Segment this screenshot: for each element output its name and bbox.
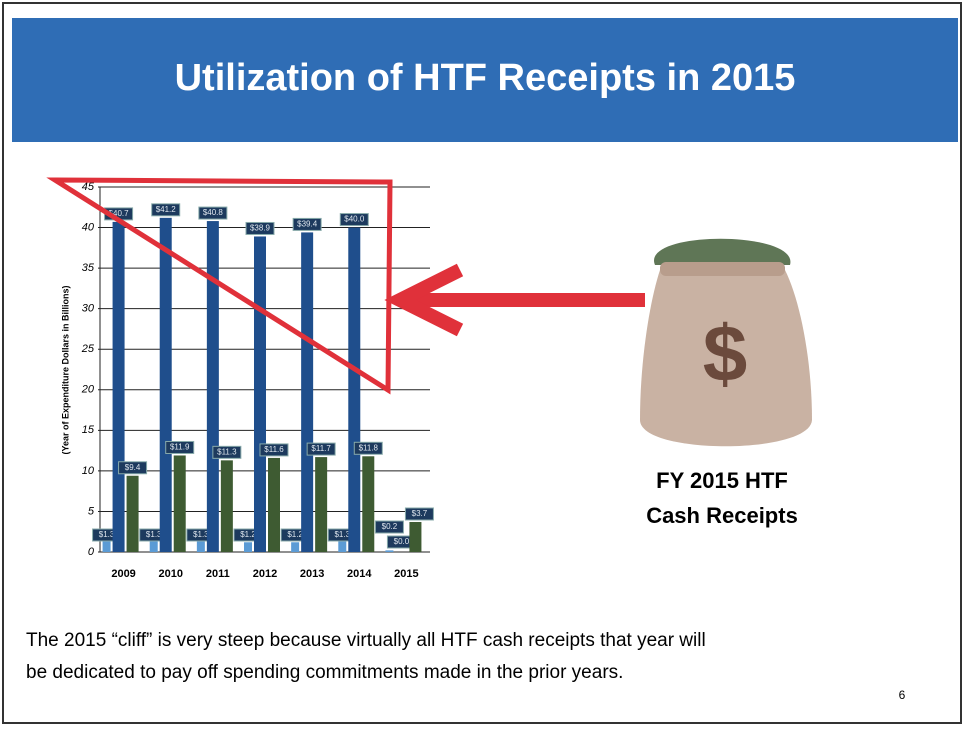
x-tick-label: 2013 [300,568,324,580]
value-label-box [151,203,181,217]
bar [126,475,139,552]
value-label-box [165,440,195,454]
value-label-box [404,507,434,521]
y-tick-label: 5 [88,505,95,517]
x-tick-label: 2014 [347,568,372,580]
bar [112,221,125,552]
y-tick-label: 35 [82,262,95,274]
value-label-box [292,217,322,231]
bar [362,456,375,552]
bag-label: Cash Receipts [646,503,798,528]
bar [244,542,252,552]
value-label: $38.9 [250,224,271,233]
value-label: $1.3 [193,530,209,539]
x-tick-label: 2012 [253,568,277,580]
x-tick-label: 2010 [158,568,182,580]
value-label: $11.8 [359,443,379,452]
value-label: $40.0 [344,215,365,224]
caption: The 2015 “cliff” is very steep because v… [26,630,706,651]
bar [102,541,111,552]
value-label-box [353,441,383,455]
value-label-box [198,206,228,220]
cliff-triangle [46,177,393,395]
bar [301,232,314,552]
value-label: $0.2 [382,522,398,531]
value-label: $3.7 [412,509,428,518]
y-tick-label: 30 [82,303,95,315]
value-label: $41.2 [156,205,177,214]
bar [268,457,280,552]
title-bar [12,18,958,142]
arrow-head [384,263,464,337]
value-label-box [212,445,242,459]
bar [173,455,186,552]
value-label-box [306,442,336,456]
bar [254,236,266,552]
value-label-box [118,461,148,475]
value-label: $1.3 [146,530,162,539]
value-label: $11.9 [170,443,190,452]
value-label: $0.0 [394,537,410,546]
value-label-box [245,221,275,235]
value-label: $40.7 [109,209,130,218]
bar [206,221,219,553]
value-label: $39.4 [297,220,318,229]
bar [348,227,361,553]
caption: be dedicated to pay off spending commitm… [26,662,623,683]
value-label: $40.8 [203,208,224,217]
value-label: $11.3 [217,447,237,456]
money-bag: $ [640,238,812,447]
bar [159,217,172,553]
bar [196,541,205,552]
title: Utilization of HTF Receipts in 2015 [175,57,796,99]
value-label-box [259,443,289,457]
value-label: $1.2 [287,530,303,539]
bar [315,457,328,552]
x-tick-label: 2015 [394,568,418,580]
x-tick-label: 2009 [111,568,135,580]
value-label: $1.3 [334,530,350,539]
y-tick-label: 20 [81,384,95,396]
bag-symbol: $ [703,309,748,398]
value-label-box [374,520,404,534]
value-label: $11.6 [264,445,284,454]
page-number: 6 [899,688,906,702]
bar [338,541,347,552]
value-label: $1.3 [99,530,115,539]
x-tick-label: 2011 [206,568,230,580]
bar [385,550,394,552]
bar [149,541,158,552]
value-label: $9.4 [125,463,141,472]
value-label: $1.2 [240,530,256,539]
value-label-box [339,213,369,227]
y-axis-label: (Year of Expenditure Dollars in Billions… [60,285,70,454]
y-tick-label: 15 [82,424,95,436]
y-tick-label: 40 [82,221,95,233]
bar [291,542,300,552]
y-tick-label: 25 [81,343,95,355]
bar [220,460,233,552]
y-tick-label: 45 [82,181,95,193]
y-tick-label: 0 [88,546,95,558]
y-tick-label: 10 [82,465,95,477]
value-label: $11.7 [311,444,331,453]
plot: 0 5 10 15 20 25 30 35 40 45 2009 $1.3 $40.7 $9.4 2010 $… [81,181,434,580]
bag-label: FY 2015 HTF [656,468,788,493]
bar [409,521,422,552]
